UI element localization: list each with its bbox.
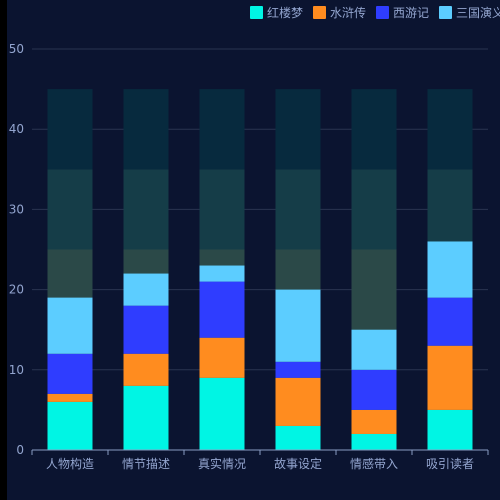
left-edge-strip (0, 0, 7, 500)
bar-segment[interactable] (351, 409, 397, 434)
background-band (275, 169, 321, 250)
bar-segment[interactable] (47, 297, 93, 354)
legend-label: 红楼梦 (267, 5, 303, 20)
bar-segment[interactable] (123, 305, 169, 354)
bar-segment[interactable] (351, 369, 397, 410)
bar-segment[interactable] (275, 425, 321, 450)
background-band (47, 169, 93, 250)
y-tick-label: 50 (9, 42, 24, 56)
bar-segment[interactable] (275, 289, 321, 362)
bar-segment[interactable] (199, 265, 245, 282)
bar-segment[interactable] (199, 377, 245, 450)
background-band (427, 89, 473, 170)
x-tick-label: 情节描述 (122, 457, 170, 471)
bar-segment[interactable] (47, 353, 93, 394)
y-tick-label: 10 (9, 363, 24, 377)
legend-item[interactable]: 三国演义 (439, 5, 500, 20)
background-band (199, 89, 245, 170)
bar-segment[interactable] (47, 401, 93, 450)
background-band (427, 169, 473, 250)
bar-segment[interactable] (427, 409, 473, 450)
x-tick-label: 人物构造 (46, 456, 94, 471)
bar-segment[interactable] (351, 329, 397, 370)
legend-label: 三国演义 (456, 5, 500, 20)
background-band (47, 89, 93, 170)
bar-segment[interactable] (427, 241, 473, 298)
legend-swatch (376, 6, 389, 19)
legend-swatch (439, 6, 452, 19)
legend-item[interactable]: 水浒传 (313, 5, 366, 20)
bar-segment[interactable] (427, 345, 473, 410)
y-tick-label: 20 (9, 283, 24, 297)
background-band (351, 89, 397, 170)
bar-segment[interactable] (47, 393, 93, 402)
bar-segment[interactable] (199, 337, 245, 378)
legend-label: 西游记 (393, 6, 429, 20)
bar-segment[interactable] (123, 353, 169, 386)
y-tick-label: 40 (9, 122, 24, 136)
legend-item[interactable]: 红楼梦 (250, 5, 303, 20)
bar-segment[interactable] (123, 385, 169, 450)
background-band (275, 89, 321, 170)
bar-segment[interactable] (351, 433, 397, 450)
background-band (123, 89, 169, 170)
bar-segment[interactable] (199, 281, 245, 338)
legend-swatch (313, 6, 326, 19)
legend: 红楼梦 水浒传 西游记 三国演义 (250, 5, 500, 20)
legend-swatch (250, 6, 263, 19)
bar-segment[interactable] (275, 377, 321, 426)
background-band (351, 169, 397, 250)
bar-segment[interactable] (123, 273, 169, 306)
background-band (199, 169, 245, 250)
y-tick-label: 30 (9, 202, 24, 216)
background-band (123, 169, 169, 250)
bar-segment[interactable] (427, 297, 473, 346)
y-tick-label: 0 (16, 443, 24, 457)
legend-item[interactable]: 西游记 (376, 6, 429, 20)
x-tick-label: 真实情况 (198, 456, 246, 471)
legend-label: 水浒传 (330, 5, 366, 20)
bar-segment[interactable] (275, 361, 321, 378)
x-tick-label: 吸引读者 (426, 457, 474, 471)
x-tick-label: 情感带入 (350, 456, 398, 471)
x-tick-label: 故事设定 (274, 456, 322, 471)
